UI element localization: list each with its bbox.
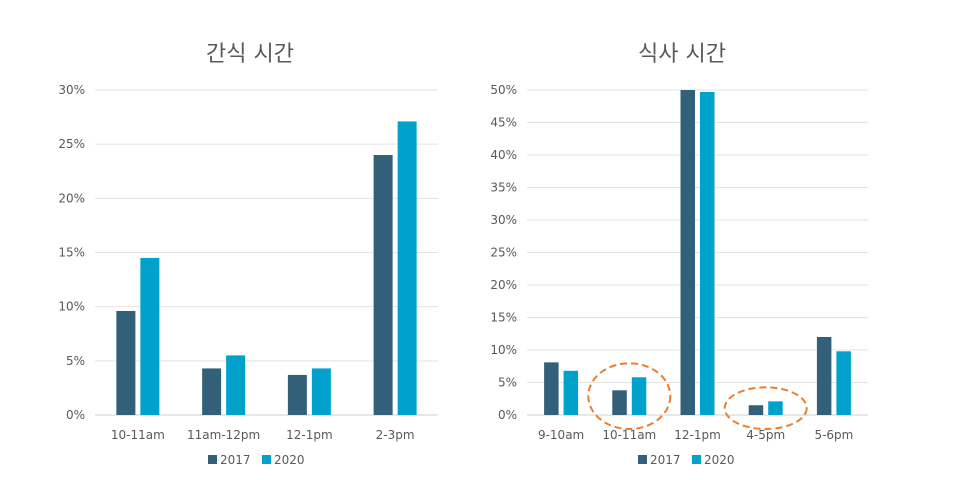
meal-chart-title: 식사 시간 (638, 42, 726, 67)
y-tick-label: 15% (58, 246, 85, 260)
bar-2017-11am-12pm (202, 368, 222, 415)
bar-2020-12-1pm (311, 368, 331, 415)
bar-2020-4-5pm (768, 401, 783, 415)
y-tick-label: 35% (490, 181, 517, 195)
y-tick-label: 20% (490, 278, 517, 292)
y-tick-label: 5% (498, 376, 517, 390)
bar-2017-10-11am (612, 390, 627, 415)
legend-swatch-2020 (692, 455, 701, 464)
bar-2020-9-10am (563, 370, 579, 415)
y-tick-label: 25% (58, 137, 85, 151)
meal-time-chart: 식사 시간 0% 5% 10% 15% 20% 25% 30% 35% 40% 45% 50% 9-1… (490, 42, 868, 467)
x-tick-label: 4-5pm (746, 428, 785, 442)
bar-2017-12-1pm (287, 374, 307, 415)
x-tick-label: 2-3pm (376, 428, 415, 442)
x-tick-label: 10-11am (111, 428, 165, 442)
y-tick-label: 0% (66, 408, 85, 422)
legend-swatch-2017 (638, 455, 647, 464)
y-tick-label: 5% (66, 354, 85, 368)
y-tick-label: 20% (58, 191, 85, 205)
snack-chart-title: 간식 시간 (206, 42, 294, 67)
snack-time-chart: 간식 시간 0% 5% 10% 15% 20% 25% 30% 10-11am 11am-12p… (58, 42, 438, 467)
y-tick-label: 10% (58, 300, 85, 314)
legend-swatch-2020 (262, 455, 271, 464)
x-tick-label: 9-10am (538, 428, 584, 442)
bar-2017-10-11am (116, 311, 136, 415)
x-tick-label: 10-11am (602, 428, 656, 442)
bar-2020-11am-12pm (226, 355, 246, 415)
y-tick-label: 40% (490, 148, 517, 162)
bar-2017-12-1pm (680, 90, 695, 415)
y-tick-label: 30% (58, 83, 85, 97)
bar-2017-4-5pm (748, 405, 764, 415)
bar-2017-9-10am (544, 362, 559, 415)
y-tick-label: 50% (490, 83, 517, 97)
y-tick-label: 25% (490, 246, 517, 260)
highlight-circle (723, 386, 808, 430)
bar-2017-5-6pm (816, 337, 832, 415)
x-tick-label: 12-1pm (286, 428, 333, 442)
x-tick-label: 12-1pm (674, 428, 721, 442)
bar-2020-12-1pm (700, 91, 715, 415)
y-tick-label: 45% (490, 116, 517, 130)
bar-2020-10-11am (631, 377, 647, 415)
legend-label-2020: 2020 (704, 453, 735, 467)
legend-label-2017: 2017 (650, 453, 681, 467)
x-tick-label: 5-6pm (814, 428, 853, 442)
y-tick-label: 0% (498, 408, 517, 422)
legend-label-2017: 2017 (220, 453, 251, 467)
y-tick-label: 30% (490, 213, 517, 227)
legend-label-2020: 2020 (274, 453, 305, 467)
bar-2017-2-3pm (373, 155, 393, 415)
x-tick-label: 11am-12pm (187, 428, 260, 442)
y-tick-label: 15% (490, 311, 517, 325)
legend-swatch-2017 (208, 455, 217, 464)
y-tick-label: 10% (490, 343, 517, 357)
bar-2020-2-3pm (397, 121, 417, 416)
bar-2020-5-6pm (836, 351, 851, 415)
highlight-circle (587, 362, 672, 430)
bar-2020-10-11am (140, 257, 160, 415)
